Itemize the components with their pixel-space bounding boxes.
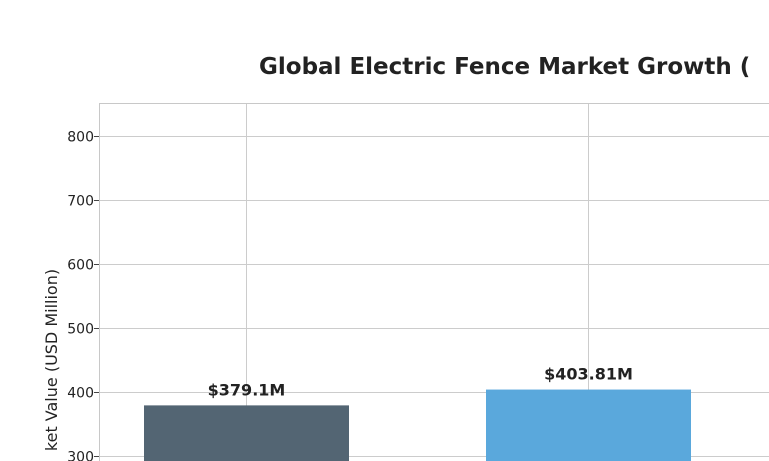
y-tick-label: 600 (67, 258, 94, 274)
y-tick-label: 700 (67, 194, 94, 210)
data-labels-layer: $379.1M $403.81M (208, 365, 633, 400)
y-ticks-layer: 300 400 500 600 700 800 (67, 130, 99, 461)
data-label: $403.81M (544, 365, 633, 384)
y-tick-label: 400 (67, 386, 94, 402)
bar (486, 389, 691, 461)
chart-title: Global Electric Fence Market Growth ( (259, 54, 750, 80)
y-tick-label: 300 (67, 450, 94, 461)
bars-layer (144, 389, 691, 461)
bar (144, 405, 349, 461)
data-label: $379.1M (208, 380, 286, 399)
y-axis-label: ket Value (USD Million) (42, 269, 61, 451)
y-tick-label: 800 (67, 130, 94, 146)
y-tick-label: 500 (67, 322, 94, 338)
